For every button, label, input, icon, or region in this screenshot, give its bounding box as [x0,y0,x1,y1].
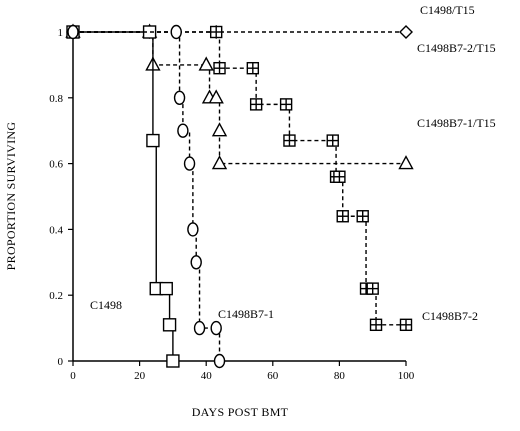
series-line-c1498b7-2-t15 [73,31,406,165]
data-point-c1498b7-1 [170,24,182,40]
ticks: 0 20 40 60 80 100 0 0.2 0.4 0.6 0.8 1 [49,27,415,382]
y-tick-label: 0.8 [49,93,63,105]
data-point-c1498 [162,318,177,332]
series-c1498b7-1-t15 [66,25,413,332]
data-point-c1498 [146,133,160,148]
axes [72,32,406,362]
data-point-c1498b7-1-t15 [366,282,379,295]
y-tick-label: 0.4 [49,224,63,236]
data-point-c1498b7-2-t15 [208,89,224,104]
data-point-c1498b7-1 [187,222,199,237]
data-point-c1498 [159,281,173,296]
x-tick-label: 0 [70,370,76,382]
y-tick-label: 0.6 [49,159,63,171]
data-point-c1498b7-2-t15 [398,155,414,170]
data-point-c1498 [166,354,180,368]
series-label-c1498b7-2: C1498B7-2 [422,309,478,323]
x-tick-label: 60 [267,370,279,382]
y-axis-title: PROPORTION SURVIVING [4,122,18,271]
y-tick-label: 1 [58,27,64,39]
data-point-c1498b7-2-t15 [211,155,228,170]
data-point-c1498b7-1-t15 [209,25,223,39]
y-tick-label: 0 [58,356,64,368]
series-c1498 [66,25,180,368]
series-line-c1498 [73,31,174,361]
data-point-c1498b7-1 [193,320,206,336]
data-point-c1498b7-1-t15 [356,210,369,223]
y-tick-label: 0.2 [49,290,63,302]
data-point-c1498b7-1-t15 [369,318,383,332]
data-point-c1498-t15 [399,25,413,39]
data-point-c1498b7-1-t15 [249,98,263,111]
data-point-c1498b7-1-t15 [279,98,293,111]
data-point-c1498b7-1 [210,320,222,336]
data-point-c1498b7-1 [67,24,79,40]
data-point-c1498b7-1-t15 [336,210,349,223]
series-label-c1498-t15: C1498/T15 [420,3,475,17]
data-point-c1498b7-1-t15 [246,61,260,75]
series-layer [65,23,414,369]
data-point-c1498b7-1 [183,156,196,171]
data-point-c1498b7-1 [213,353,226,369]
data-point-c1498b7-1 [173,90,186,106]
series-label-c1498b7-2-t15: C1498B7-2/T15 [417,41,496,55]
data-point-c1498b7-2-t15 [198,56,214,71]
data-point-c1498b7-1-t15 [283,134,296,147]
series-c1498b7-2-t15 [65,23,414,170]
data-point-c1498b7-1-t15 [399,318,413,332]
data-point-c1498b7-1 [190,255,202,270]
x-tick-label: 80 [334,370,346,382]
data-point-c1498b7-1-t15 [333,170,346,183]
x-tick-label: 20 [134,370,146,382]
x-tick-label: 40 [201,370,213,382]
data-point-c1498b7-2-t15 [211,122,228,137]
x-tick-label: 100 [398,370,415,382]
series-c1498b7-1 [67,24,226,369]
series-label-c1498: C1498 [90,298,122,312]
series-label-c1498b7-1-t15: C1498B7-1/T15 [417,116,496,130]
x-axis-title: DAYS POST BMT [192,405,289,419]
data-point-c1498b7-1-t15 [213,61,226,75]
data-point-c1498b7-1-t15 [326,134,339,147]
series-label-c1498b7-1: C1498B7-1 [218,307,274,321]
data-point-c1498b7-1 [177,123,189,138]
series-line-c1498b7-1-t15 [73,31,406,326]
